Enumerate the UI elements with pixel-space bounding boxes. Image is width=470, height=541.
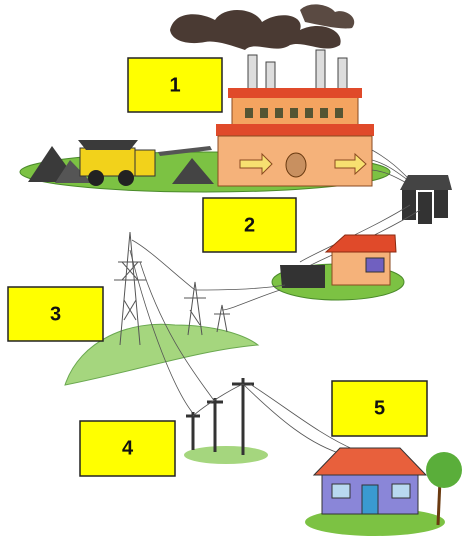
transmission-lines-part	[195, 285, 285, 290]
house-part	[392, 484, 410, 498]
power-station-part-part	[260, 108, 268, 118]
label-5: 5	[332, 381, 427, 436]
power-station-part	[88, 170, 104, 186]
power-station-part-part	[290, 108, 298, 118]
substation-part	[280, 265, 325, 288]
power-station-part-part	[245, 108, 253, 118]
house-part	[314, 448, 426, 475]
distribution-poles-part	[243, 384, 345, 455]
power-station-part-part	[275, 108, 283, 118]
distribution-poles-part	[193, 384, 243, 416]
power-station-part	[300, 4, 354, 28]
transformers-part	[434, 188, 448, 218]
power-station-part	[338, 58, 347, 93]
label-3: 3	[8, 287, 103, 341]
transmission-lines-part	[222, 290, 280, 310]
power-station-part-part	[335, 108, 343, 118]
distribution-poles-part	[186, 378, 254, 455]
substation-part	[366, 258, 384, 272]
power-station-part	[286, 153, 306, 177]
label-text: 3	[50, 303, 61, 325]
power-station-part	[135, 150, 155, 176]
power-station-part	[118, 170, 134, 186]
power-station-part	[248, 55, 257, 93]
label-text: 5	[374, 397, 385, 419]
house	[305, 448, 462, 536]
label-1: 1	[128, 58, 222, 112]
label-4: 4	[80, 421, 175, 476]
transformers-part	[418, 192, 432, 224]
distribution-poles-part	[184, 446, 268, 464]
house-part	[362, 485, 378, 514]
power-station-part	[316, 50, 325, 93]
label-text: 1	[169, 74, 180, 96]
power-station-part-part	[320, 108, 328, 118]
substation-part	[326, 235, 396, 252]
transmission-lines-part	[132, 240, 195, 290]
power-supply-diagram: 1 2 3 4 5	[0, 0, 470, 541]
power-station-part-part	[305, 108, 313, 118]
house-part	[332, 484, 350, 498]
label-2: 2	[203, 198, 296, 252]
power-station-part	[78, 140, 138, 150]
distribution-poles	[184, 378, 355, 464]
label-text: 4	[122, 437, 134, 459]
power-station-part	[216, 124, 374, 136]
power-station-part	[228, 88, 362, 98]
transformers-part	[400, 175, 452, 190]
transformers-part	[402, 190, 416, 220]
label-text: 2	[244, 214, 255, 236]
house-part	[426, 452, 462, 488]
